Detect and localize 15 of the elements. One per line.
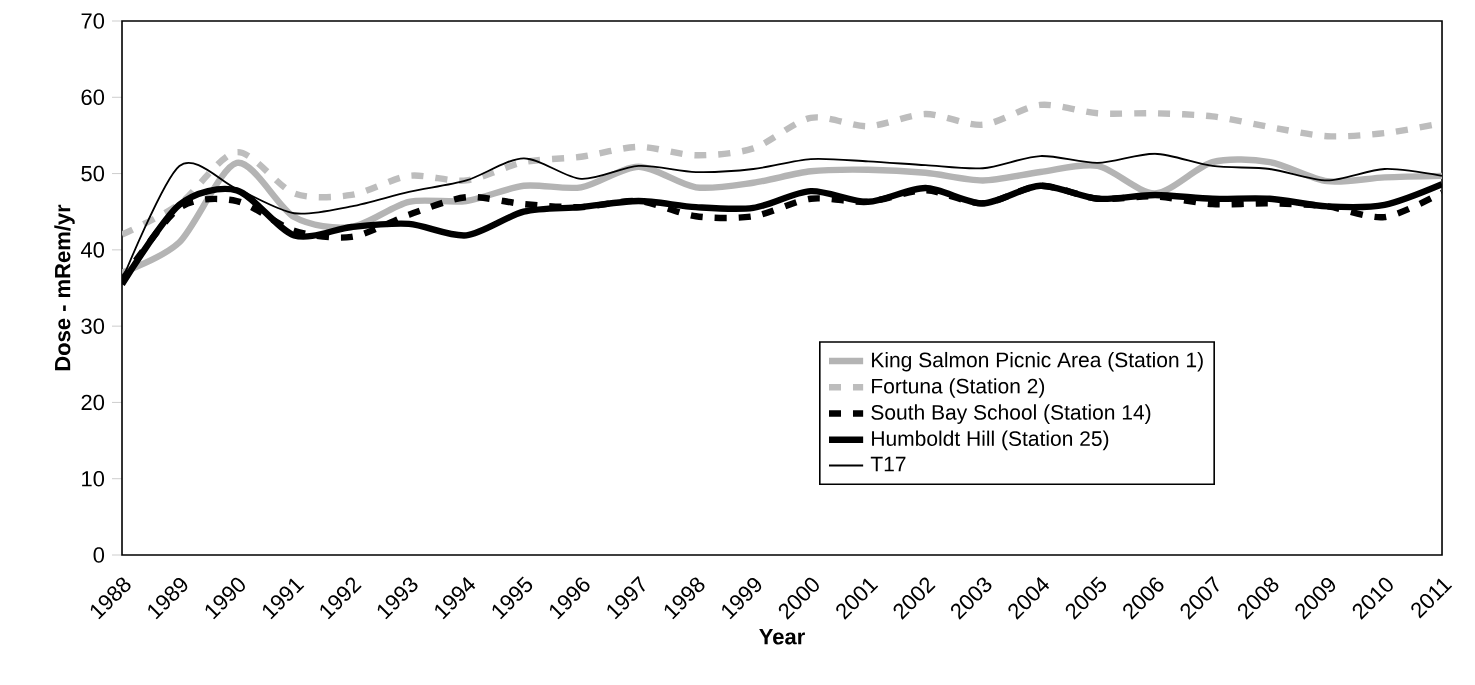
legend-label: Fortuna (Station 2) <box>872 378 1045 398</box>
y-tick-label: 70 <box>81 13 105 29</box>
y-tick-label: 30 <box>81 318 105 334</box>
legend-label: King Salmon Picnic Area (Station 1) <box>872 351 1203 372</box>
legend-label: Humboldt Hill (Station 25) <box>872 430 1109 451</box>
y-tick-label: 60 <box>81 89 105 106</box>
x-axis-title: Year <box>759 629 805 645</box>
y-tick-label: 20 <box>81 394 105 411</box>
y-axis-title: Dose - mRem/yr <box>54 204 75 371</box>
y-tick-label: 0 <box>93 547 105 563</box>
y-tick-label: 10 <box>82 470 105 487</box>
legend-label: South Bay School (Station 14) <box>871 404 1151 424</box>
legend-label: T17 <box>870 456 906 472</box>
y-tick-label: 40 <box>80 242 105 258</box>
y-tick-label: 50 <box>81 165 105 182</box>
